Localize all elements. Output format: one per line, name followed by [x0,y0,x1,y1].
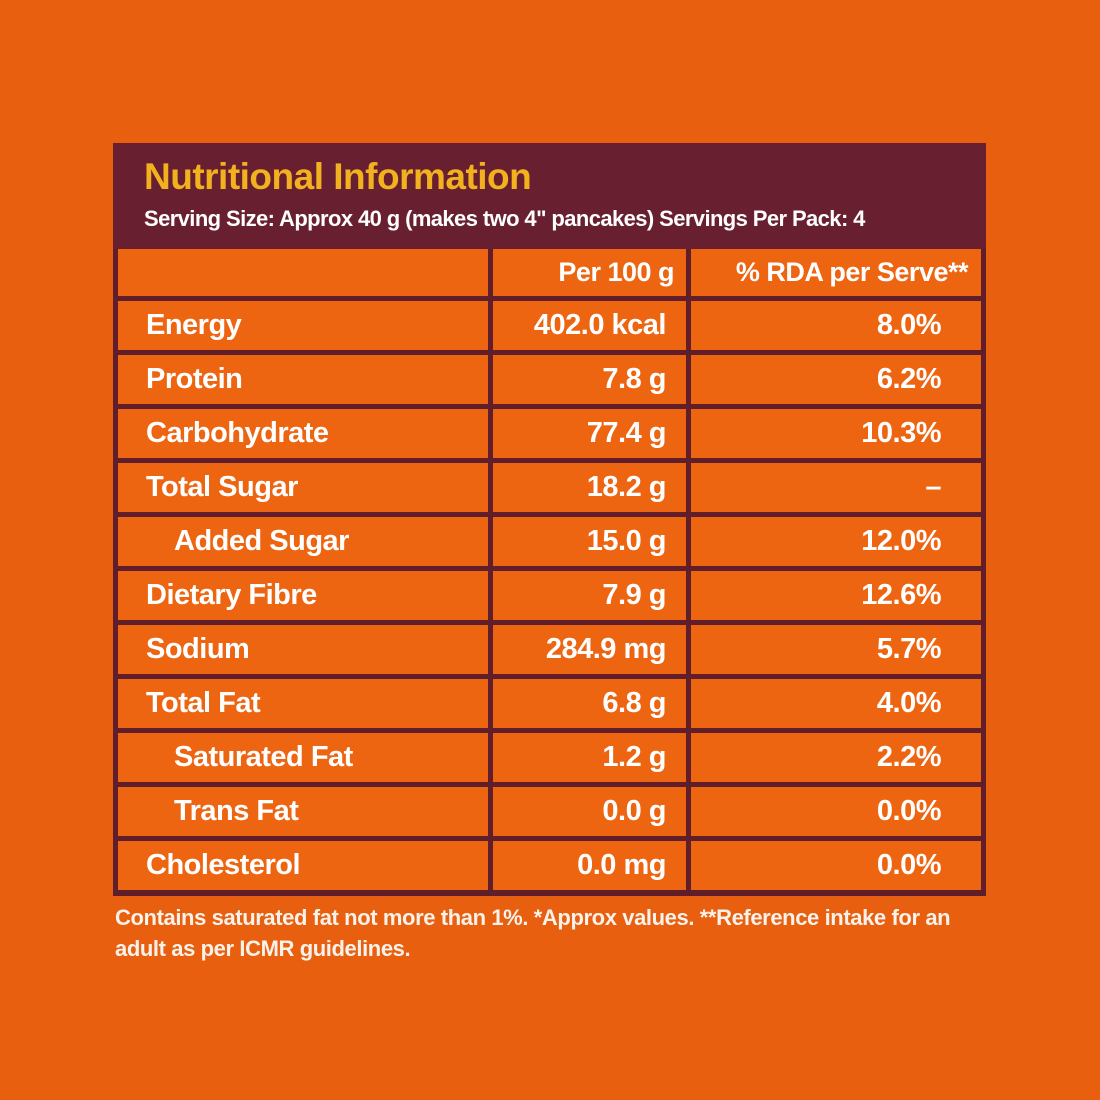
row-value-rda-per-serve: 12.0% [691,516,981,566]
row-label: Total Fat [118,678,488,728]
row-value-per-100g: 0.0 g [493,786,686,836]
row-label: Total Sugar [118,462,488,512]
row-value-rda-per-serve: 12.6% [691,570,981,620]
row-label: Added Sugar [118,516,488,566]
row-value-rda-per-serve: 2.2% [691,732,981,782]
row-value-per-100g: 6.8 g [493,678,686,728]
row-value-per-100g: 15.0 g [493,516,686,566]
row-label: Energy [118,300,488,350]
panel-header: Nutritional Information Serving Size: Ap… [113,143,986,249]
row-value-rda-per-serve: 8.0% [691,300,981,350]
row-label: Trans Fat [118,786,488,836]
footnote: Contains saturated fat not more than 1%.… [115,905,951,961]
row-value-per-100g: 7.8 g [493,354,686,404]
column-header-blank [118,248,488,296]
row-value-per-100g: 284.9 mg [493,624,686,674]
row-value-per-100g: 18.2 g [493,462,686,512]
row-value-rda-per-serve: 0.0% [691,840,981,890]
row-value-per-100g: 7.9 g [493,570,686,620]
row-label: Protein [118,354,488,404]
column-header-per-100g: Per 100 g [493,248,686,296]
row-value-rda-per-serve: 0.0% [691,786,981,836]
row-label: Dietary Fibre [118,570,488,620]
row-label: Saturated Fat [118,732,488,782]
row-value-rda-per-serve: 5.7% [691,624,981,674]
row-value-per-100g: 402.0 kcal [493,300,686,350]
panel-title: Nutritional Information [144,156,532,197]
row-label: Cholesterol [118,840,488,890]
row-label: Sodium [118,624,488,674]
row-value-rda-per-serve: 4.0% [691,678,981,728]
row-value-rda-per-serve: 6.2% [691,354,981,404]
row-label: Carbohydrate [118,408,488,458]
column-header-rda-per-serve: % RDA per Serve** [691,248,981,296]
nutrition-table: Per 100 g % RDA per Serve** Energy 402.0 … [113,248,986,896]
row-value-per-100g: 77.4 g [493,408,686,458]
serving-info: Serving Size: Approx 40 g (makes two 4" … [144,205,865,231]
row-value-per-100g: 0.0 mg [493,840,686,890]
row-value-per-100g: 1.2 g [493,732,686,782]
nutrition-panel: Nutritional Information Serving Size: Ap… [113,143,986,896]
row-value-rda-per-serve: – [691,462,981,512]
row-value-rda-per-serve: 10.3% [691,408,981,458]
